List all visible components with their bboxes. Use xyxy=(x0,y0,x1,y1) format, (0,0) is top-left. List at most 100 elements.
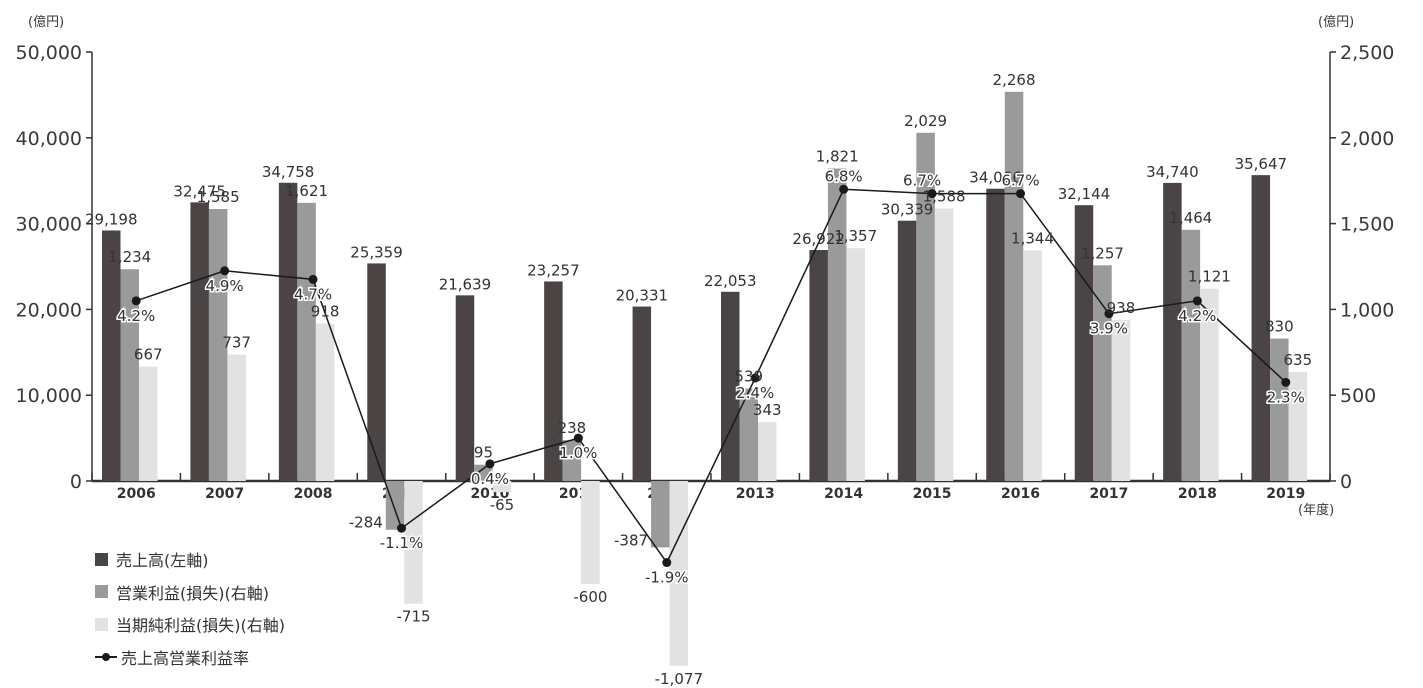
bar-net-income xyxy=(1023,250,1042,481)
left-tick-label: 20,000 xyxy=(16,299,82,321)
ratio-point xyxy=(397,523,406,533)
bar-net-income xyxy=(315,323,335,481)
x-tick-label: 2019 xyxy=(1266,486,1305,502)
bar-operating-income xyxy=(739,388,758,481)
x-tick-label: 2013 xyxy=(736,486,775,502)
label-ratio: -1.1% xyxy=(380,534,424,552)
ratio-point xyxy=(131,296,141,306)
bar-sales xyxy=(721,291,740,481)
legend-label-sales: 売上高(左軸) xyxy=(116,551,209,571)
bar-sales xyxy=(1251,175,1271,481)
bar-net-income xyxy=(934,208,954,481)
ratio-point xyxy=(839,184,849,194)
label-ratio: 0.4% xyxy=(471,470,509,488)
left-tick-label: 40,000 xyxy=(16,128,82,150)
x-axis-unit: (年度) xyxy=(1298,502,1334,518)
label-ratio: 4.7% xyxy=(294,285,332,303)
bar-operating-income xyxy=(1181,229,1201,481)
bar-sales xyxy=(897,220,917,481)
bar-net-income xyxy=(139,366,158,481)
legend-item-net-income: 当期純利益(損失)(右軸) xyxy=(95,608,285,641)
ratio-point xyxy=(750,373,760,383)
label-operating-income: 1,585 xyxy=(197,188,240,206)
bar-sales xyxy=(544,281,563,481)
bar-sales xyxy=(986,188,1005,481)
label-net-income: 343 xyxy=(753,401,782,419)
label-sales: 34,066 xyxy=(969,169,1022,187)
label-operating-income: 2,029 xyxy=(904,112,947,130)
bar-operating-income xyxy=(385,481,405,530)
label-net-income: 667 xyxy=(134,346,163,364)
bar-sales xyxy=(809,250,828,481)
right-tick-label: 2,000 xyxy=(1340,128,1394,150)
label-operating-income: 1,821 xyxy=(816,148,859,166)
label-ratio: 2.4% xyxy=(736,384,774,402)
bar-operating-income xyxy=(562,440,582,481)
bar-net-income xyxy=(492,481,512,493)
label-ratio: 2.3% xyxy=(1267,388,1305,406)
bar-sales xyxy=(190,202,209,481)
ratio-polyline xyxy=(135,188,1287,564)
left-tick-label: 50,000 xyxy=(16,42,82,64)
label-net-income: 938 xyxy=(1107,299,1136,317)
label-sales: 34,740 xyxy=(1146,163,1199,181)
label-operating-income: 2,268 xyxy=(993,71,1036,89)
label-ratio: 6.7% xyxy=(903,172,941,190)
label-operating-income: 95 xyxy=(474,444,493,462)
label-operating-income: 238 xyxy=(558,419,587,437)
ratio-line xyxy=(131,184,1291,568)
ratio-point xyxy=(1016,189,1025,199)
bar-operating-income xyxy=(1093,265,1112,481)
ratio-point xyxy=(927,189,937,199)
legend-item-operating-income: 営業利益(損失)(右軸) xyxy=(95,576,285,609)
legend-item-sales: 売上高(左軸) xyxy=(95,543,285,576)
label-net-income: 635 xyxy=(1284,351,1313,369)
bar-net-income xyxy=(581,481,600,584)
label-sales: 30,339 xyxy=(881,201,934,219)
label-net-income: -65 xyxy=(490,496,515,514)
bar-operating-income xyxy=(208,209,228,481)
ratio-point xyxy=(1281,377,1291,387)
bar-net-income xyxy=(227,354,246,481)
label-sales: 35,647 xyxy=(1235,155,1288,173)
label-sales: 23,257 xyxy=(527,261,580,279)
label-sales: 34,758 xyxy=(262,163,315,181)
label-ratio: -1.9% xyxy=(645,569,689,587)
left-axis-unit: (億円) xyxy=(28,14,64,30)
label-net-income: -715 xyxy=(397,608,431,626)
x-tick-label: 2014 xyxy=(824,486,863,502)
bar-operating-income xyxy=(474,464,493,481)
bar-net-income xyxy=(1200,288,1219,481)
legend-swatch-sales xyxy=(95,552,108,566)
x-tick-label: 2017 xyxy=(1089,486,1128,502)
label-sales: 32,144 xyxy=(1058,185,1111,203)
label-net-income: 737 xyxy=(222,334,251,352)
legend-item-margin: 売上高営業利益率 xyxy=(95,641,285,674)
label-net-income: 918 xyxy=(311,302,340,320)
bar-sales xyxy=(455,295,475,481)
label-operating-income: -284 xyxy=(349,514,383,532)
label-operating-income: 830 xyxy=(1265,318,1294,336)
bar-net-income xyxy=(846,248,865,481)
bar-operating-income xyxy=(120,269,139,481)
left-tick-label: 30,000 xyxy=(16,214,82,236)
ratio-point xyxy=(220,266,230,276)
label-ratio: 6.8% xyxy=(825,167,863,185)
bar-net-income xyxy=(1111,320,1131,481)
label-ratio: 4.2% xyxy=(1178,307,1216,325)
right-axis-unit: (億円) xyxy=(1318,14,1354,30)
label-net-income: 1,357 xyxy=(834,227,877,245)
bar-operating-income xyxy=(651,481,670,548)
right-tick-label: 1,000 xyxy=(1340,299,1394,321)
label-operating-income: 539 xyxy=(734,368,763,386)
label-net-income: -600 xyxy=(573,588,607,606)
x-tick-label: 2018 xyxy=(1178,486,1217,502)
label-operating-income: 1,234 xyxy=(108,248,151,266)
ratio-point xyxy=(485,459,495,469)
label-net-income: -1,077 xyxy=(655,670,703,688)
bar-net-income xyxy=(758,422,777,481)
legend-label-margin: 売上高営業利益率 xyxy=(121,648,250,668)
bar-operating-income xyxy=(1004,91,1024,481)
bar-operating-income xyxy=(916,132,935,481)
